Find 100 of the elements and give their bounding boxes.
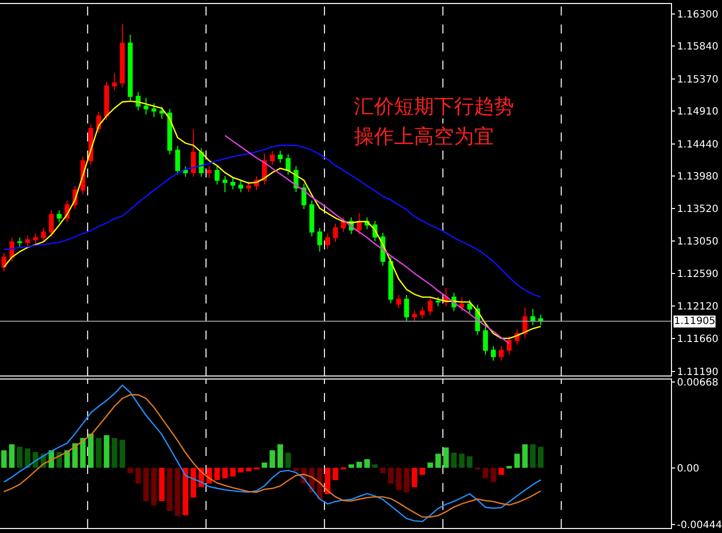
candlestick bbox=[230, 178, 236, 190]
bar bbox=[238, 468, 244, 472]
bar bbox=[16, 446, 22, 468]
bar bbox=[120, 440, 126, 468]
candlestick bbox=[120, 24, 125, 88]
candlestick bbox=[246, 181, 252, 193]
bar bbox=[451, 452, 457, 468]
annotation: 汇价短期下行趋势 bbox=[354, 94, 514, 118]
candlestick bbox=[17, 237, 22, 248]
candlestick bbox=[128, 34, 133, 102]
bar bbox=[490, 468, 496, 482]
y-tick-label: 0.00 bbox=[677, 463, 700, 474]
bar bbox=[96, 438, 102, 468]
candlestick bbox=[159, 106, 164, 120]
candlestick bbox=[420, 306, 425, 320]
bar bbox=[112, 438, 118, 468]
candlestick bbox=[396, 294, 402, 309]
bar bbox=[143, 468, 149, 502]
bar bbox=[222, 468, 228, 478]
y-tick-label: 1.15370 bbox=[677, 74, 718, 86]
bar bbox=[159, 468, 165, 502]
bar bbox=[127, 468, 134, 474]
bar bbox=[388, 468, 394, 484]
bar bbox=[293, 468, 299, 472]
bar bbox=[443, 447, 449, 468]
bar bbox=[316, 468, 322, 500]
bar bbox=[348, 464, 354, 468]
bar bbox=[356, 462, 362, 468]
bar bbox=[538, 446, 544, 468]
candlestick bbox=[483, 326, 488, 355]
bar bbox=[459, 454, 465, 468]
bar bbox=[332, 468, 338, 480]
bar bbox=[514, 454, 520, 468]
candlestick bbox=[183, 166, 188, 178]
candlestick bbox=[309, 200, 314, 237]
ref-line-label: 1.11905 bbox=[674, 316, 716, 327]
bar bbox=[72, 443, 78, 468]
y-tick-label: 1.13520 bbox=[677, 204, 718, 215]
candlestick bbox=[333, 223, 338, 242]
y-tick-label: -0.00444 bbox=[677, 520, 722, 532]
bar bbox=[427, 462, 433, 468]
y-tick-label: 1.15840 bbox=[677, 41, 718, 52]
candlestick bbox=[490, 346, 496, 362]
candlestick bbox=[412, 310, 417, 322]
candlestick bbox=[238, 180, 244, 193]
candlestick bbox=[206, 166, 212, 179]
bar bbox=[380, 468, 386, 474]
bar bbox=[270, 450, 276, 468]
bar bbox=[364, 459, 370, 468]
y-tick-label: 1.11190 bbox=[677, 366, 718, 378]
bar bbox=[466, 456, 472, 468]
bar bbox=[498, 468, 504, 475]
y-tick-label: 1.16300 bbox=[677, 9, 718, 20]
bar bbox=[420, 468, 426, 475]
bar bbox=[277, 444, 283, 468]
y-tick-label: 1.12120 bbox=[677, 302, 718, 313]
candlestick bbox=[104, 81, 109, 121]
candlestick bbox=[530, 308, 536, 326]
bar bbox=[24, 448, 30, 468]
candlestick bbox=[48, 210, 54, 237]
y-tick-label: 1.14440 bbox=[677, 139, 718, 150]
bar bbox=[56, 452, 62, 468]
candlestick bbox=[2, 252, 6, 272]
candlestick bbox=[112, 72, 117, 91]
bar bbox=[230, 468, 236, 477]
candlestick bbox=[214, 166, 220, 185]
candlestick bbox=[325, 232, 330, 250]
candlestick bbox=[152, 102, 156, 118]
bar bbox=[9, 444, 15, 468]
candlestick bbox=[498, 346, 504, 362]
candlestick bbox=[428, 296, 433, 316]
candlestick bbox=[436, 296, 441, 307]
bar bbox=[1, 450, 7, 468]
candlestick bbox=[467, 299, 472, 314]
bar bbox=[262, 462, 268, 468]
bar bbox=[435, 454, 441, 468]
candlestick bbox=[40, 227, 46, 242]
bar bbox=[166, 468, 172, 511]
candlestick bbox=[56, 210, 62, 223]
y-tick-label: 1.13050 bbox=[677, 236, 718, 248]
y-tick-label: 0.00668 bbox=[677, 378, 718, 389]
bar bbox=[396, 468, 402, 490]
candlestick bbox=[286, 154, 291, 176]
candlestick bbox=[459, 296, 464, 312]
candlestick bbox=[404, 294, 409, 322]
bar bbox=[404, 468, 410, 492]
candlestick bbox=[222, 176, 228, 193]
bar bbox=[88, 434, 94, 468]
candlestick bbox=[190, 128, 196, 178]
candlestick bbox=[144, 97, 148, 116]
annotation: 操作上高空为宜 bbox=[354, 124, 494, 148]
candlestick bbox=[33, 232, 38, 244]
bar bbox=[174, 468, 180, 516]
candlestick bbox=[340, 216, 346, 233]
bar bbox=[190, 468, 196, 498]
bar bbox=[530, 444, 536, 468]
bar bbox=[412, 468, 418, 488]
bar bbox=[372, 464, 378, 468]
bar bbox=[135, 468, 141, 484]
candlestick bbox=[278, 150, 283, 164]
